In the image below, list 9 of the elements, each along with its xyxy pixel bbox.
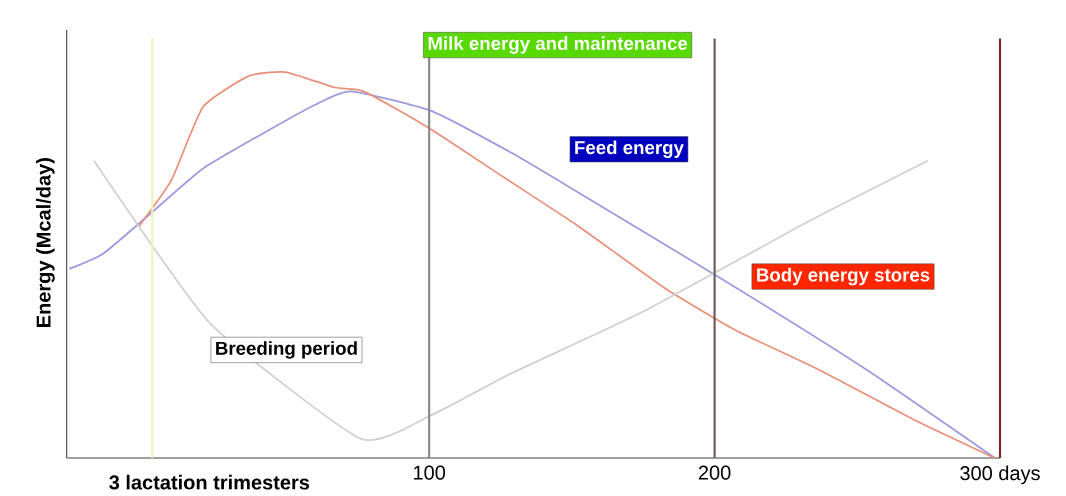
text: Milk energy and maintenance (428, 36, 688, 54)
x-axis-title: 3 lactation trimesters (109, 474, 310, 490)
x-tick-label: 300 days (960, 465, 1040, 485)
x-tick-label: 200 (698, 465, 731, 480)
y-axis-title: Energy (Mcal/day) (35, 158, 55, 327)
x-tick-label: 100 (414, 465, 446, 480)
annotation: Feed energy (575, 140, 684, 158)
annotation: Breeding period (216, 341, 357, 359)
annotation: Body energy stores (757, 267, 930, 286)
